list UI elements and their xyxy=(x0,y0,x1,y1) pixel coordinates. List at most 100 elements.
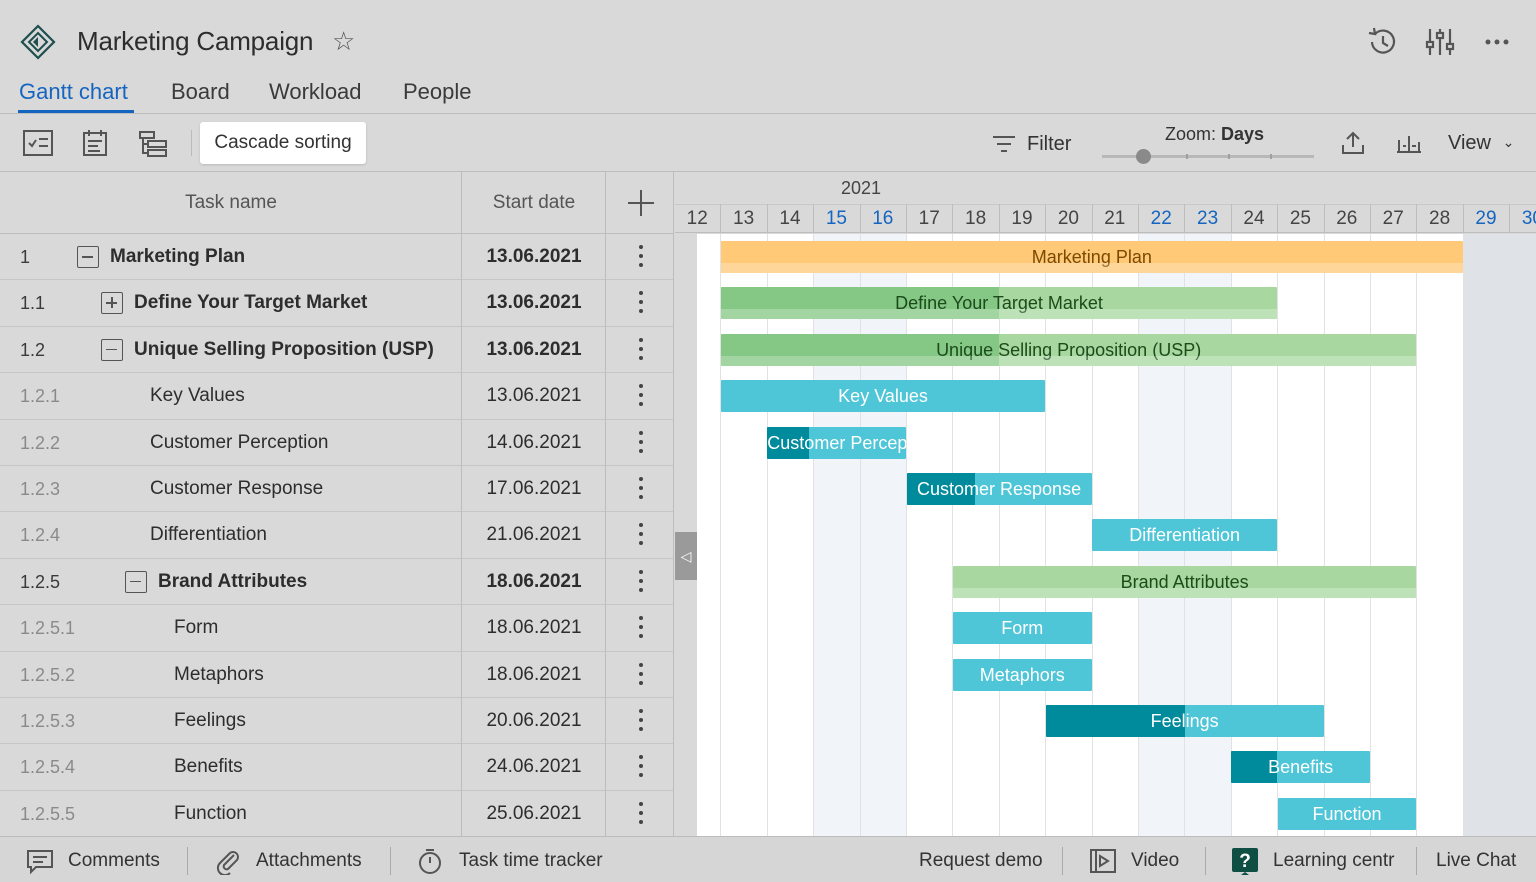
start-date-cell[interactable]: 25.06.2021 xyxy=(486,802,582,824)
start-date-cell[interactable]: 18.06.2021 xyxy=(486,663,582,685)
tab-board[interactable]: Board xyxy=(171,79,230,104)
table-row[interactable]: 1.2.5.1 Form 18.06.2021 xyxy=(0,605,674,652)
start-date-cell[interactable]: 13.06.2021 xyxy=(486,385,582,407)
start-date-cell[interactable]: 24.06.2021 xyxy=(486,756,582,778)
start-date-cell[interactable]: 18.06.2021 xyxy=(486,617,582,639)
gantt-bar[interactable]: Brand Attributes xyxy=(952,565,1417,598)
row-menu-icon[interactable] xyxy=(638,384,644,408)
start-date-cell[interactable]: 14.06.2021 xyxy=(486,431,582,453)
collapse-icon[interactable] xyxy=(101,338,123,361)
task-name-cell[interactable]: Customer Perception xyxy=(150,431,329,453)
start-date-cell[interactable]: 21.06.2021 xyxy=(486,524,582,546)
attachments-button[interactable]: Attachments xyxy=(256,850,362,871)
table-row[interactable]: 1.2.5.2 Metaphors 18.06.2021 xyxy=(0,652,674,698)
start-date-cell[interactable]: 13.06.2021 xyxy=(486,338,582,360)
gantt-bar[interactable]: Metaphors xyxy=(952,658,1092,691)
task-name-cell[interactable]: Differentiation xyxy=(150,524,267,546)
task-name-cell[interactable]: Metaphors xyxy=(174,663,264,685)
task-name-cell[interactable]: Marketing Plan xyxy=(110,246,246,267)
table-row[interactable]: 1.2.4 Differentiation 21.06.2021 xyxy=(0,512,674,559)
tab-gantt-chart[interactable]: Gantt chart xyxy=(19,79,128,104)
table-row[interactable]: 1.2 Unique Selling Proposition (USP) 13.06… xyxy=(0,327,674,374)
row-menu-icon[interactable] xyxy=(638,291,644,315)
export-icon[interactable] xyxy=(1340,130,1366,156)
request-demo-link[interactable]: Request demo xyxy=(919,850,1043,871)
task-name-cell[interactable]: Customer Response xyxy=(150,478,324,499)
gantt-bar[interactable]: Marketing Plan xyxy=(720,241,1463,273)
history-icon[interactable] xyxy=(1364,24,1400,60)
calendar-list-icon[interactable] xyxy=(80,128,112,158)
row-menu-icon[interactable] xyxy=(638,430,644,455)
start-date-cell[interactable]: 18.06.2021 xyxy=(486,570,582,592)
table-row[interactable]: 1.2.5.5 Function 25.06.2021 xyxy=(0,791,674,838)
task-name-cell[interactable]: Benefits xyxy=(174,756,243,778)
start-date-cell[interactable]: 17.06.2021 xyxy=(486,478,582,499)
video-link[interactable]: Video xyxy=(1131,850,1180,871)
zoom-slider-thumb[interactable] xyxy=(1136,149,1151,164)
star-outline-icon[interactable]: ☆ xyxy=(332,26,356,56)
table-row[interactable]: 1.2.5 Brand Attributes 18.06.2021 xyxy=(0,559,674,606)
add-column-icon[interactable] xyxy=(626,188,656,218)
row-menu-icon[interactable] xyxy=(638,662,644,687)
row-menu-icon[interactable] xyxy=(638,616,644,640)
task-name-cell[interactable]: Key Values xyxy=(150,385,245,407)
gantt-bar[interactable]: Feelings xyxy=(1045,705,1324,737)
table-row[interactable]: 1.2.2 Customer Perception 14.06.2021 xyxy=(0,420,674,466)
row-menu-icon[interactable] xyxy=(638,569,644,594)
task-name-cell[interactable]: Unique Selling Proposition (USP) xyxy=(134,338,434,360)
start-date-cell[interactable]: 13.06.2021 xyxy=(486,292,582,314)
collapse-grid-handle[interactable]: ◁ xyxy=(675,532,697,580)
learning-centre-link[interactable]: Learning centr xyxy=(1273,850,1395,871)
row-menu-icon[interactable] xyxy=(638,245,644,269)
checklist-icon[interactable] xyxy=(22,128,54,158)
table-row[interactable]: 1.2.5.3 Feelings 20.06.2021 xyxy=(0,698,674,745)
table-row[interactable]: 1.2.5.4 Benefits 24.06.2021 xyxy=(0,744,674,791)
column-header-start-date[interactable]: Start date xyxy=(492,192,576,213)
comments-button[interactable]: Comments xyxy=(68,850,160,871)
gantt-bar[interactable]: Key Values xyxy=(720,380,1046,413)
sliders-icon[interactable] xyxy=(1422,24,1458,60)
grid-chart-divider[interactable] xyxy=(673,172,674,836)
task-name-cell[interactable]: Form xyxy=(174,617,219,639)
gantt-bar[interactable]: Function xyxy=(1277,797,1417,830)
start-date-cell[interactable]: 20.06.2021 xyxy=(486,710,582,731)
row-menu-icon[interactable] xyxy=(638,523,644,547)
collapse-icon[interactable] xyxy=(125,570,147,593)
table-row[interactable]: 1.2.1 Key Values 13.06.2021 xyxy=(0,373,674,420)
logo-icon[interactable] xyxy=(20,24,56,60)
table-row[interactable]: 1.1 Define Your Target Market 13.06.2021 xyxy=(0,280,674,327)
gantt-bar[interactable]: Customer Response xyxy=(906,473,1092,505)
hierarchy-icon[interactable] xyxy=(138,128,170,158)
gantt-bar[interactable]: Benefits xyxy=(1231,751,1370,784)
gantt-bar[interactable]: Differentiation xyxy=(1092,519,1278,552)
gantt-bar[interactable]: Define Your Target Market xyxy=(720,287,1278,320)
gantt-bar[interactable]: Unique Selling Proposition (USP) xyxy=(720,333,1417,366)
task-name-cell[interactable]: Feelings xyxy=(174,710,246,731)
row-menu-icon[interactable] xyxy=(638,801,644,826)
tab-workload[interactable]: Workload xyxy=(269,79,362,104)
gantt-bar[interactable]: Customer Perception xyxy=(767,426,906,459)
view-dropdown[interactable]: View ⌄ xyxy=(1448,132,1514,155)
task-name-cell[interactable]: Define Your Target Market xyxy=(134,292,368,314)
column-header-task-name[interactable]: Task name xyxy=(185,192,277,213)
row-menu-icon[interactable] xyxy=(638,709,644,733)
row-menu-icon[interactable] xyxy=(638,755,644,779)
baseline-icon[interactable] xyxy=(1395,132,1423,156)
table-row[interactable]: 1 Marketing Plan 13.06.2021 xyxy=(0,234,674,281)
more-horizontal-icon[interactable] xyxy=(1480,24,1516,60)
row-menu-icon[interactable] xyxy=(638,337,644,362)
task-name-cell[interactable]: Brand Attributes xyxy=(158,570,308,592)
start-date-cell[interactable]: 13.06.2021 xyxy=(486,246,582,267)
collapse-icon[interactable] xyxy=(77,246,99,268)
row-menu-icon[interactable] xyxy=(638,477,644,501)
task-time-tracker-button[interactable]: Task time tracker xyxy=(459,850,603,871)
tab-people[interactable]: People xyxy=(403,79,472,104)
live-chat-link[interactable]: Live Chat xyxy=(1436,850,1517,871)
table-row[interactable]: 1.2.3 Customer Response 17.06.2021 xyxy=(0,466,674,513)
cascade-sorting-button[interactable]: Cascade sorting xyxy=(200,122,366,164)
zoom-slider-track[interactable] xyxy=(1102,155,1314,158)
expand-icon[interactable] xyxy=(101,292,123,315)
gantt-bar[interactable]: Form xyxy=(952,612,1092,645)
task-name-cell[interactable]: Function xyxy=(174,802,247,824)
timeline-day-label: 21 xyxy=(1104,208,1126,229)
